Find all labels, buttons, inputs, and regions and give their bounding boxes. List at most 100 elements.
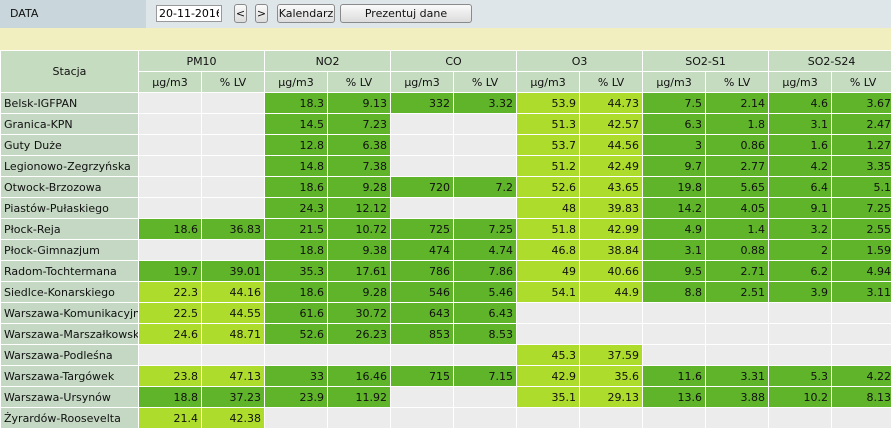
table-row: Warszawa-Podleśna 45.3 37.59 xyxy=(0,344,891,366)
empty-value-cell xyxy=(390,197,455,219)
empty-value-cell xyxy=(768,302,833,324)
empty-value-cell xyxy=(390,386,455,408)
value-cell: 474 xyxy=(390,239,455,261)
value-cell: 0.86 xyxy=(705,134,770,156)
unit-header-percent-lv: % LV xyxy=(579,71,644,93)
empty-value-cell xyxy=(453,386,518,408)
value-cell: 0.88 xyxy=(705,239,770,261)
empty-value-cell xyxy=(642,344,707,366)
value-cell: 16.46 xyxy=(326,365,392,387)
value-cell: 40.66 xyxy=(579,260,644,282)
value-cell: 52.6 xyxy=(264,323,328,345)
value-cell: 2 xyxy=(768,239,833,261)
empty-value-cell xyxy=(390,113,455,135)
value-cell: 29.13 xyxy=(579,386,644,408)
value-cell: 47.13 xyxy=(201,365,265,387)
empty-value-cell xyxy=(768,407,833,429)
empty-value-cell xyxy=(390,407,455,429)
date-input[interactable] xyxy=(156,5,222,22)
unit-header-concentration: µg/m3 xyxy=(390,71,455,93)
value-cell: 9.28 xyxy=(326,281,392,303)
table-row: Granica-KPN 14.5 7.23 51.3 42.57 6.3 1.8 3.1 2.4… xyxy=(0,113,891,135)
empty-value-cell xyxy=(831,344,891,366)
value-cell: 21.5 xyxy=(264,218,328,240)
unit-header-concentration: µg/m3 xyxy=(264,71,328,93)
empty-value-cell xyxy=(138,92,202,114)
table-row: Otwock-Brzozowa 18.6 9.28 720 7.2 52.6 43.65 19… xyxy=(0,176,891,198)
empty-value-cell xyxy=(705,302,770,324)
station-name-cell: Warszawa-Marszałkowska xyxy=(0,323,139,345)
value-cell: 1.6 xyxy=(768,134,833,156)
value-cell: 48.71 xyxy=(201,323,265,345)
value-cell: 44.56 xyxy=(579,134,644,156)
value-cell: 9.5 xyxy=(642,260,707,282)
value-cell: 332 xyxy=(390,92,455,114)
value-cell: 18.6 xyxy=(264,281,328,303)
value-cell: 1.27 xyxy=(831,134,891,156)
value-cell: 39.83 xyxy=(579,197,644,219)
value-cell: 8.13 xyxy=(831,386,891,408)
unit-header-concentration: µg/m3 xyxy=(642,71,707,93)
table-row: Guty Duże 12.8 6.38 53.7 44.56 3 0.86 1.6 1.27 xyxy=(0,134,891,156)
empty-value-cell xyxy=(579,302,644,324)
empty-value-cell xyxy=(264,344,328,366)
value-cell: 37.23 xyxy=(201,386,265,408)
value-cell: 8.8 xyxy=(642,281,707,303)
value-cell: 4.6 xyxy=(768,92,833,114)
empty-value-cell xyxy=(201,92,265,114)
value-cell: 4.2 xyxy=(768,155,833,177)
value-cell: 6.38 xyxy=(326,134,392,156)
value-cell: 43.65 xyxy=(579,176,644,198)
value-cell: 37.59 xyxy=(579,344,644,366)
unit-header-percent-lv: % LV xyxy=(326,71,392,93)
value-cell: 720 xyxy=(390,176,455,198)
value-cell: 42.9 xyxy=(516,365,581,387)
present-data-button[interactable]: Prezentuj dane xyxy=(340,4,472,23)
value-cell: 3.11 xyxy=(831,281,891,303)
value-cell: 44.16 xyxy=(201,281,265,303)
pollutant-header: SO2-S24 xyxy=(768,50,891,72)
value-cell: 9.38 xyxy=(326,239,392,261)
value-cell: 7.25 xyxy=(831,197,891,219)
value-cell: 3.67 xyxy=(831,92,891,114)
date-toolbar: DATA < > Kalendarz Prezentuj dane xyxy=(0,0,891,28)
empty-value-cell xyxy=(138,155,202,177)
value-cell: 51.3 xyxy=(516,113,581,135)
table-row: Piastów-Pułaskiego 24.3 12.12 48 39.83 14.2 4.… xyxy=(0,197,891,219)
value-cell: 3.2 xyxy=(768,218,833,240)
measurements-table: Stacja PM10 NO2 CO O3 SO2-S1 SO2-S24 µg/m3% L… xyxy=(0,50,891,429)
unit-header-concentration: µg/m3 xyxy=(138,71,202,93)
value-cell: 9.7 xyxy=(642,155,707,177)
value-cell: 45.3 xyxy=(516,344,581,366)
table-row: Warszawa-Komunikacyjna 22.5 44.55 61.6 30.72… xyxy=(0,302,891,324)
value-cell: 786 xyxy=(390,260,455,282)
empty-value-cell xyxy=(516,302,581,324)
unit-header-concentration: µg/m3 xyxy=(516,71,581,93)
value-cell: 11.6 xyxy=(642,365,707,387)
calendar-button[interactable]: Kalendarz xyxy=(277,4,335,23)
empty-value-cell xyxy=(201,155,265,177)
value-cell: 36.83 xyxy=(201,218,265,240)
table-row: Warszawa-Targówek 23.8 47.13 33 16.46 715 7.15… xyxy=(0,365,891,387)
value-cell: 3.35 xyxy=(831,155,891,177)
next-day-button[interactable]: > xyxy=(255,4,268,23)
table-row: Siedlce-Konarskiego 22.3 44.16 18.6 9.28 546 5… xyxy=(0,281,891,303)
empty-value-cell xyxy=(831,407,891,429)
value-cell: 52.6 xyxy=(516,176,581,198)
value-cell: 3.1 xyxy=(642,239,707,261)
value-cell: 7.38 xyxy=(326,155,392,177)
table-body: Belsk-IGFPAN 18.3 9.13 332 3.32 53.9 44.73 7.5 2… xyxy=(0,92,891,429)
empty-value-cell xyxy=(642,407,707,429)
empty-value-cell xyxy=(138,113,202,135)
value-cell: 8.53 xyxy=(453,323,518,345)
value-cell: 44.55 xyxy=(201,302,265,324)
empty-value-cell xyxy=(201,113,265,135)
empty-value-cell xyxy=(453,344,518,366)
table-row: Radom-Tochtermana 19.7 39.01 35.3 17.61 786 7.… xyxy=(0,260,891,282)
value-cell: 48 xyxy=(516,197,581,219)
empty-value-cell xyxy=(831,323,891,345)
value-cell: 643 xyxy=(390,302,455,324)
value-cell: 14.5 xyxy=(264,113,328,135)
prev-day-button[interactable]: < xyxy=(234,4,247,23)
pollutant-header: NO2 xyxy=(263,50,392,72)
